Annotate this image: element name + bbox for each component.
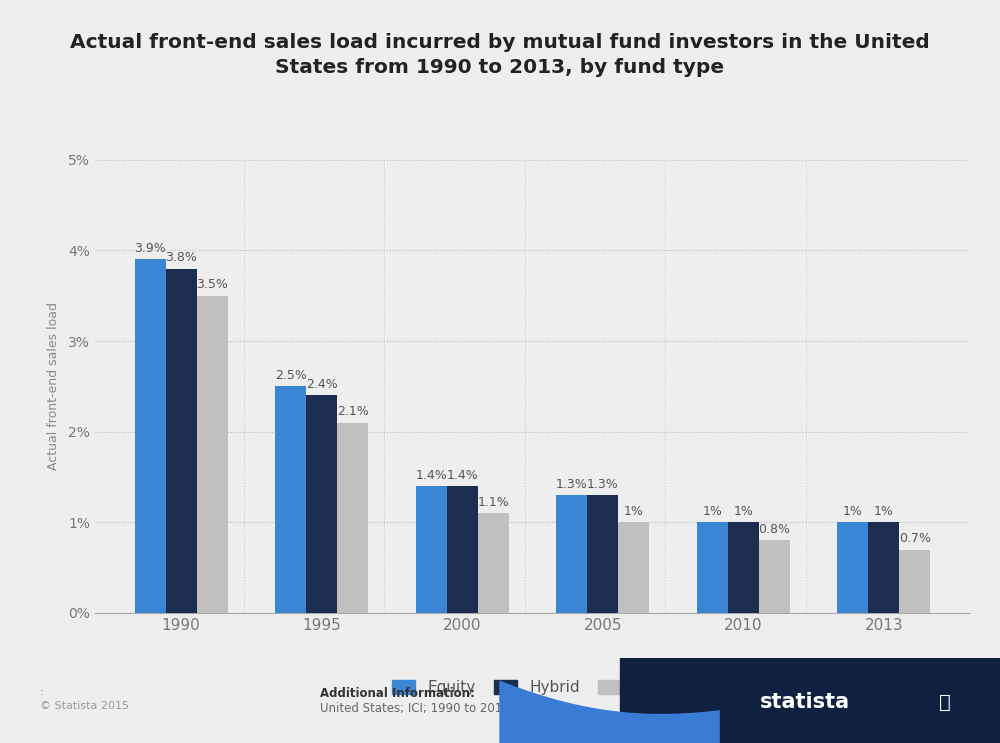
Bar xyxy=(306,395,337,613)
Text: 3.8%: 3.8% xyxy=(165,251,197,264)
Text: 1.3%: 1.3% xyxy=(587,478,619,490)
Text: Additional Information:: Additional Information: xyxy=(320,687,475,700)
Bar xyxy=(416,486,447,613)
Text: 2.1%: 2.1% xyxy=(337,405,368,418)
Text: statista: statista xyxy=(760,692,850,712)
Bar xyxy=(868,522,899,613)
Polygon shape xyxy=(720,658,1000,743)
Text: 1%: 1% xyxy=(624,504,644,518)
Text: 1%: 1% xyxy=(702,504,722,518)
Text: 1.4%: 1.4% xyxy=(446,469,478,481)
Bar xyxy=(447,486,478,613)
Text: 2.5%: 2.5% xyxy=(275,369,307,382)
Bar xyxy=(197,296,228,613)
Bar xyxy=(728,522,759,613)
Text: 0.7%: 0.7% xyxy=(899,532,931,545)
Bar xyxy=(337,423,368,613)
Bar xyxy=(275,386,306,613)
Bar xyxy=(837,522,868,613)
Text: 3.5%: 3.5% xyxy=(196,278,228,291)
Polygon shape xyxy=(500,667,1000,743)
Text: ⧄: ⧄ xyxy=(939,692,951,712)
Bar xyxy=(759,540,790,613)
Text: 1.1%: 1.1% xyxy=(477,496,509,509)
Bar xyxy=(556,495,587,613)
Bar xyxy=(166,268,197,613)
Bar xyxy=(135,259,166,613)
Bar xyxy=(587,495,618,613)
Text: Actual front-end sales load incurred by mutual fund investors in the United
Stat: Actual front-end sales load incurred by … xyxy=(70,33,930,77)
Text: © Statista 2015: © Statista 2015 xyxy=(40,701,129,710)
Text: :: : xyxy=(40,687,44,697)
Text: 1%: 1% xyxy=(874,504,894,518)
Legend: Equity, Hybrid, Bond: Equity, Hybrid, Bond xyxy=(385,672,680,703)
Polygon shape xyxy=(620,658,1000,743)
Text: 1.4%: 1.4% xyxy=(415,469,447,481)
Text: 3.9%: 3.9% xyxy=(134,242,166,255)
Text: 0.8%: 0.8% xyxy=(758,523,790,536)
Bar xyxy=(478,513,509,613)
Bar xyxy=(618,522,649,613)
Text: 1%: 1% xyxy=(843,504,863,518)
Bar xyxy=(899,550,930,613)
Text: United States; ICI; 1990 to 2013: United States; ICI; 1990 to 2013 xyxy=(320,702,510,715)
Text: 2.4%: 2.4% xyxy=(306,378,338,391)
Y-axis label: Actual front-end sales load: Actual front-end sales load xyxy=(47,302,60,470)
Bar xyxy=(697,522,728,613)
Text: 1%: 1% xyxy=(733,504,753,518)
Text: 1.3%: 1.3% xyxy=(556,478,588,490)
